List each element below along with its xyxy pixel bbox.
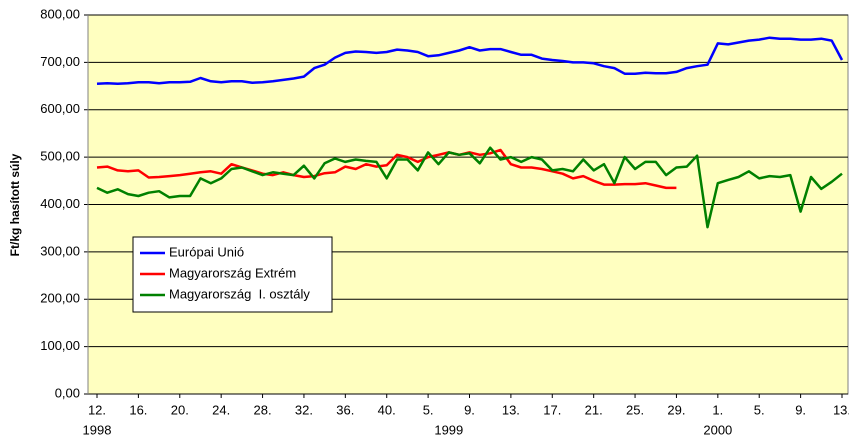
year-label: 1998 (83, 422, 112, 437)
y-tick-label: 100,00 (40, 338, 80, 353)
x-tick-label: 17. (543, 402, 561, 417)
x-tick-label: 36. (336, 402, 354, 417)
x-tick-label: 9. (795, 402, 806, 417)
x-tick-label: 29. (667, 402, 685, 417)
y-tick-label: 500,00 (40, 149, 80, 164)
x-tick-label: 32. (295, 402, 313, 417)
x-tick-label: 21. (585, 402, 603, 417)
y-tick-label: 300,00 (40, 243, 80, 258)
x-tick-label: 9. (464, 402, 475, 417)
legend-label: Magyarország I. osztály (169, 286, 310, 301)
x-tick-label: 13. (833, 402, 849, 417)
legend-label: Európai Unió (169, 244, 244, 259)
x-tick-label: 40. (378, 402, 396, 417)
y-tick-label: 200,00 (40, 291, 80, 306)
y-tick-label: 0,00 (55, 385, 80, 400)
year-label: 2000 (703, 422, 732, 437)
x-tick-label: 5. (423, 402, 434, 417)
x-tick-label: 1. (712, 402, 723, 417)
x-tick-label: 20. (171, 402, 189, 417)
legend-box (132, 236, 333, 313)
x-tick-label: 5. (754, 402, 765, 417)
y-axis-label: Ft/kg hasított súly (8, 153, 22, 256)
series-line (96, 148, 677, 190)
legend-label: Magyarország Extrém (169, 265, 296, 280)
x-tick-label: 25. (626, 402, 644, 417)
x-tick-label: 28. (254, 402, 272, 417)
y-tick-label: 600,00 (40, 101, 80, 116)
series-line (96, 36, 844, 85)
y-tick-label: 700,00 (40, 54, 80, 69)
x-tick-label: 24. (212, 402, 230, 417)
y-tick-label: 800,00 (40, 6, 80, 21)
x-tick-label: 12. (88, 402, 106, 417)
y-tick-label: 400,00 (40, 196, 80, 211)
x-tick-label: 16. (129, 402, 147, 417)
x-tick-label: 13. (502, 402, 520, 417)
series-line (96, 146, 843, 229)
year-label: 1999 (434, 422, 463, 437)
